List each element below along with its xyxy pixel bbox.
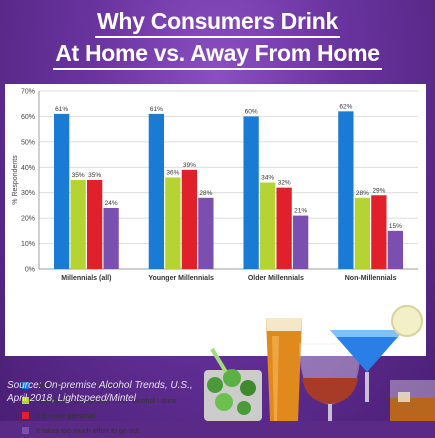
bar-chart: 0% 10% 20% 30% 40% 50% 60% 70% % Respondents 61% 3… — [12, 89, 418, 282]
y-tick-label: 70% — [21, 89, 35, 96]
legend-swatch — [22, 382, 29, 389]
chart-card: 0% 10% 20% 30% 40% 50% 60% 70% % Respondents 61% 3… — [5, 84, 426, 435]
legend-label: It takes too much effort to go out — [36, 426, 139, 435]
data-label: 36% — [166, 169, 179, 176]
legend-label: Drinking at home is cheaper — [36, 381, 126, 390]
bar — [86, 180, 103, 269]
data-label: 39% — [183, 162, 196, 169]
legend-swatch — [22, 412, 29, 419]
bar — [276, 187, 292, 269]
bar — [165, 177, 181, 269]
data-label: 62% — [339, 103, 352, 110]
y-tick-label: 30% — [21, 190, 35, 197]
x-tick-label: Millennials (all) — [61, 275, 111, 282]
data-label: 60% — [245, 108, 258, 115]
title-line-1: Why Consumers Drink — [95, 6, 340, 38]
data-label: 61% — [150, 106, 163, 113]
data-label: 35% — [72, 172, 85, 179]
y-tick-label: 50% — [21, 139, 35, 146]
bar — [181, 169, 198, 269]
bar — [198, 197, 214, 269]
bar — [53, 113, 70, 269]
y-tick-label: 60% — [21, 114, 35, 121]
y-tick-label: 40% — [21, 165, 35, 172]
legend-item: Drinking at home is cheaper — [22, 378, 177, 393]
x-tick-label: Older Millennials — [248, 275, 304, 282]
data-label: 28% — [356, 190, 369, 197]
legend-swatch — [22, 427, 29, 434]
data-label: 15% — [389, 223, 402, 230]
legend-swatch — [22, 397, 29, 404]
data-label: 61% — [55, 106, 68, 113]
legend-label: It is more personal — [36, 411, 96, 420]
bar — [259, 182, 276, 269]
y-tick-label: 0% — [25, 267, 35, 274]
title-line-2: At Home vs. Away From Home — [53, 38, 382, 70]
bar — [371, 195, 387, 269]
x-tick-label: Younger Millennials — [148, 275, 214, 282]
bar — [338, 111, 354, 269]
x-tick-label: Non-Millennials — [345, 275, 397, 282]
data-label: 21% — [294, 208, 307, 215]
y-tick-label: 10% — [21, 241, 35, 248]
bar — [103, 207, 119, 269]
legend-item: It is more personal — [22, 408, 177, 423]
data-label: 29% — [372, 187, 385, 194]
source-note: Source: On-premise Alcohol Trends, U.S.,… — [7, 380, 193, 404]
y-axis-label: % Respondents — [12, 155, 19, 205]
bar — [354, 197, 371, 269]
data-label: 28% — [199, 190, 212, 197]
legend-item: I can better control how much alcohol I … — [22, 393, 177, 408]
legend-item: It takes too much effort to go out — [22, 423, 177, 438]
data-label: 35% — [88, 172, 101, 179]
y-tick-label: 20% — [21, 216, 35, 223]
bar — [148, 113, 165, 269]
data-label: 34% — [261, 175, 274, 182]
bar — [292, 215, 309, 269]
data-label: 24% — [105, 200, 118, 207]
data-label: 32% — [278, 180, 291, 187]
bar — [243, 116, 259, 269]
legend-label: I can better control how much alcohol I … — [36, 396, 177, 405]
bar — [70, 180, 86, 269]
page-title: Why Consumers Drink At Home vs. Away Fro… — [0, 6, 435, 70]
bar — [387, 230, 404, 269]
